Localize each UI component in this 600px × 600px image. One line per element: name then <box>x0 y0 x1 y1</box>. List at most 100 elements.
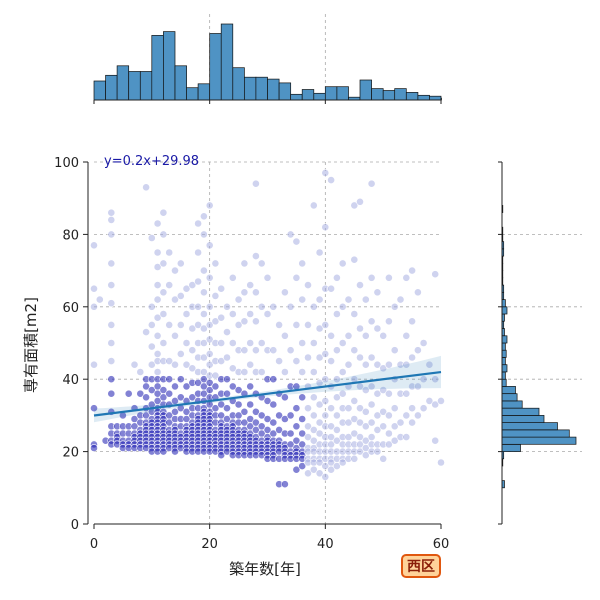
scatter-point <box>240 288 249 297</box>
scatter-point <box>344 331 353 340</box>
scatter-point <box>147 342 156 351</box>
scatter-point <box>205 360 214 369</box>
scatter-point <box>217 284 226 293</box>
scatter-point <box>205 241 214 250</box>
scatter-point <box>292 273 301 282</box>
scatter-point <box>292 422 301 431</box>
scatter-point <box>292 465 301 474</box>
scatter-point <box>199 230 208 239</box>
scatter-point <box>159 230 168 239</box>
scatter-point <box>292 237 301 246</box>
scatter-point <box>182 382 191 391</box>
scatter-point <box>217 400 226 409</box>
scatter-point <box>413 382 422 391</box>
scatter-point <box>269 400 278 409</box>
scatter-point <box>304 422 312 431</box>
scatter-point <box>251 179 260 188</box>
scatter-point <box>159 288 168 297</box>
scatter-point <box>431 375 440 384</box>
scatter-point <box>338 259 347 268</box>
scatter-point <box>332 411 341 420</box>
top-hist-bar <box>301 89 315 101</box>
scatter-point <box>275 320 283 329</box>
scatter-point <box>367 400 376 409</box>
right-hist-bar <box>501 386 516 394</box>
scatter-point <box>153 331 162 340</box>
scatter-point <box>350 396 359 405</box>
top-hist-bar <box>186 87 199 101</box>
scatter-point <box>223 328 231 336</box>
top-hist-bar <box>174 65 187 101</box>
scatter-point <box>321 375 330 384</box>
top-hist-bar <box>163 31 176 101</box>
scatter-point <box>240 407 249 416</box>
scatter-point <box>321 411 330 420</box>
scatter-point <box>298 368 307 376</box>
scatter-point <box>142 183 150 192</box>
scatter-point <box>223 375 231 384</box>
scatter-point <box>327 404 335 413</box>
right-hist-bar <box>501 378 507 387</box>
scatter-point <box>431 400 440 409</box>
scatter-point <box>234 386 243 394</box>
scatter-points <box>90 168 445 489</box>
right-hist-bar <box>501 349 507 358</box>
top-hist-bar <box>405 92 419 101</box>
scatter-point <box>396 418 405 427</box>
scatter-point <box>292 357 301 365</box>
scatter-point <box>205 273 214 282</box>
scatter-point <box>321 223 330 232</box>
scatter-point <box>350 310 359 318</box>
scatter-point <box>90 404 98 413</box>
scatter-point <box>332 346 341 355</box>
scatter-point <box>205 320 214 329</box>
scatter-point <box>246 339 255 347</box>
scatter-point <box>263 415 272 423</box>
scatter-point <box>327 284 335 293</box>
scatter-point <box>309 302 318 311</box>
scatter-point <box>171 447 179 456</box>
y-tick-label: 0 <box>71 518 79 533</box>
district-badge: 西区 <box>401 554 441 578</box>
scatter-point <box>338 302 347 311</box>
scatter-point <box>211 317 220 326</box>
right-hist-bar <box>501 400 523 409</box>
scatter-point <box>321 320 330 329</box>
scatter-point <box>217 357 226 365</box>
scatter-point <box>188 281 197 289</box>
top-hist-bar <box>382 90 396 101</box>
scatter-point <box>402 411 411 420</box>
scatter-point <box>338 368 347 376</box>
scatter-point <box>309 465 318 474</box>
scatter-point <box>384 440 393 449</box>
scatter-point <box>176 259 185 268</box>
scatter-point <box>425 396 434 405</box>
top-hist-bar <box>371 88 384 101</box>
top-hist-bar <box>336 86 349 101</box>
scatter-point <box>327 176 335 184</box>
scatter-point <box>332 375 341 384</box>
scatter-point <box>437 396 445 405</box>
scatter-point <box>321 396 330 405</box>
scatter-point <box>327 331 335 340</box>
top-hist-bar <box>440 97 442 101</box>
scatter-point <box>379 331 388 340</box>
scatter-point <box>246 400 255 409</box>
scatter-point <box>350 415 359 423</box>
scatter-point <box>263 310 272 318</box>
scatter-point <box>304 433 312 441</box>
scatter-point <box>194 219 202 228</box>
top-hist-bar <box>290 93 303 101</box>
scatter-point <box>315 353 324 362</box>
scatter-point <box>373 360 382 369</box>
scatter-point <box>176 349 185 358</box>
scatter-point <box>356 281 364 289</box>
scatter-point <box>182 284 191 293</box>
scatter-point <box>194 320 202 329</box>
scatter-point <box>234 320 243 329</box>
scatter-point <box>425 360 434 369</box>
top-hist-bar <box>429 95 442 101</box>
scatter-point <box>309 368 318 376</box>
scatter-point <box>165 248 174 257</box>
scatter-point <box>251 407 260 416</box>
